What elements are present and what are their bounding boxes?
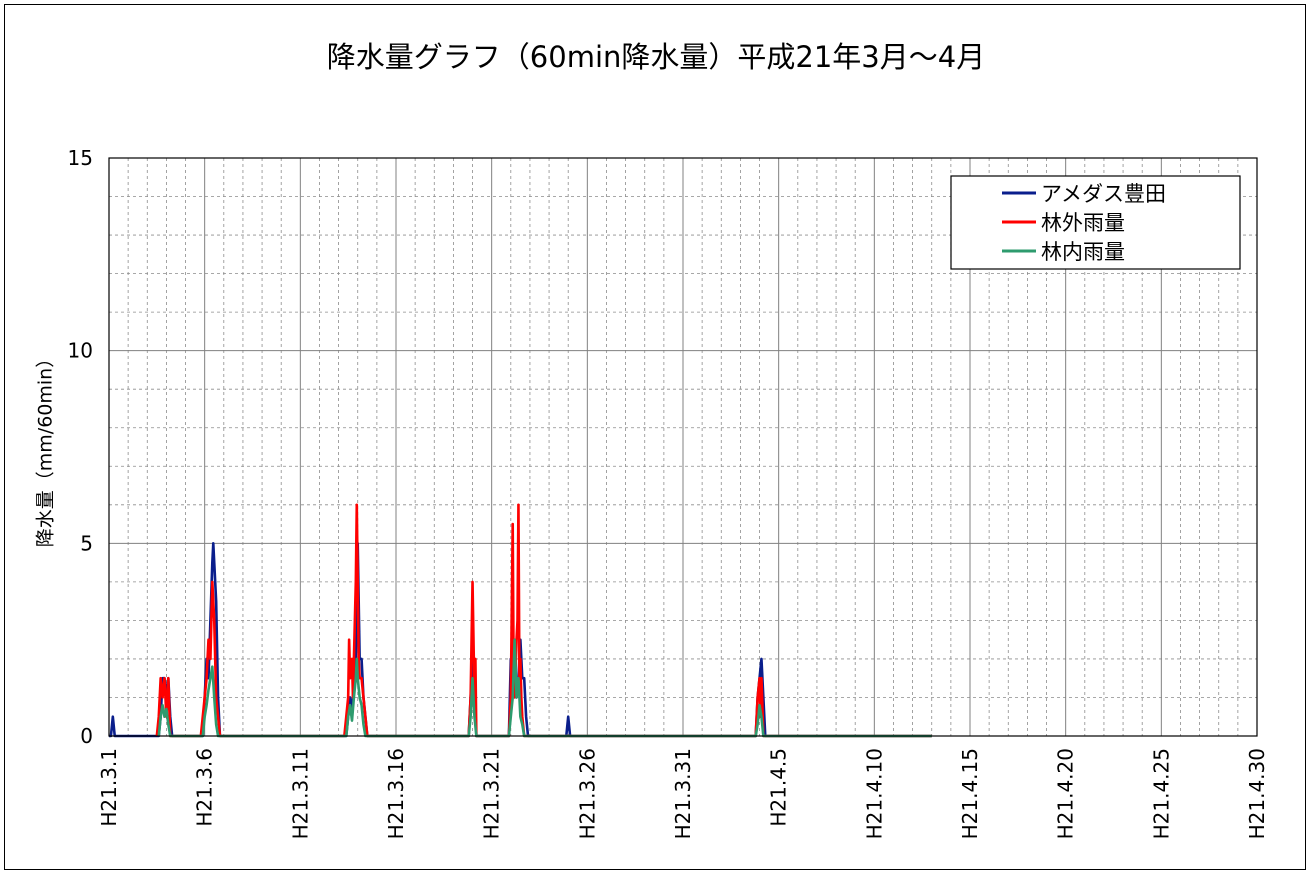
x-tick-label: H21.3.31: [671, 748, 695, 839]
y-tick-label: 5: [80, 531, 93, 555]
chart-title: 降水量グラフ（60min降水量）平成21年3月～4月: [326, 40, 986, 74]
y-tick-label: 15: [68, 146, 93, 170]
x-tick-label: H21.3.1: [97, 748, 121, 827]
x-tick-label: H21.4.30: [1245, 748, 1269, 839]
x-tick-label: H21.4.10: [862, 748, 886, 839]
grid-layer: [109, 158, 1257, 736]
x-tick-label: H21.3.21: [480, 748, 504, 839]
plot-area: [108, 157, 1258, 737]
x-tick-label: H21.3.26: [575, 748, 599, 839]
legend-label: 林内雨量: [1041, 240, 1125, 264]
y-tick-label: 0: [80, 724, 93, 748]
x-tick-label: H21.4.5: [767, 748, 791, 827]
series-line-3: [157, 638, 932, 738]
tick-labels: 0 5 10 15 H21.3.1 H21.3.6 H21.3.11 H21.3.16 H21.…: [68, 146, 1269, 839]
x-tick-label: H21.3.11: [288, 748, 312, 839]
x-tick-label: H21.4.15: [958, 748, 982, 839]
x-tick-label: H21.3.6: [193, 748, 217, 827]
x-tick-label: H21.4.25: [1149, 748, 1173, 839]
x-tick-label: H21.4.20: [1054, 748, 1078, 839]
x-tick-label: H21.3.16: [384, 748, 408, 839]
series-layer: [109, 503, 932, 738]
legend-label: アメダス豊田: [1041, 182, 1166, 206]
legend-box: [950, 175, 1241, 270]
y-tick-label: 10: [68, 339, 93, 363]
chart-frame: [4, 4, 1306, 870]
series-line-2: [155, 503, 932, 738]
legend-label: 林外雨量: [1041, 211, 1125, 235]
